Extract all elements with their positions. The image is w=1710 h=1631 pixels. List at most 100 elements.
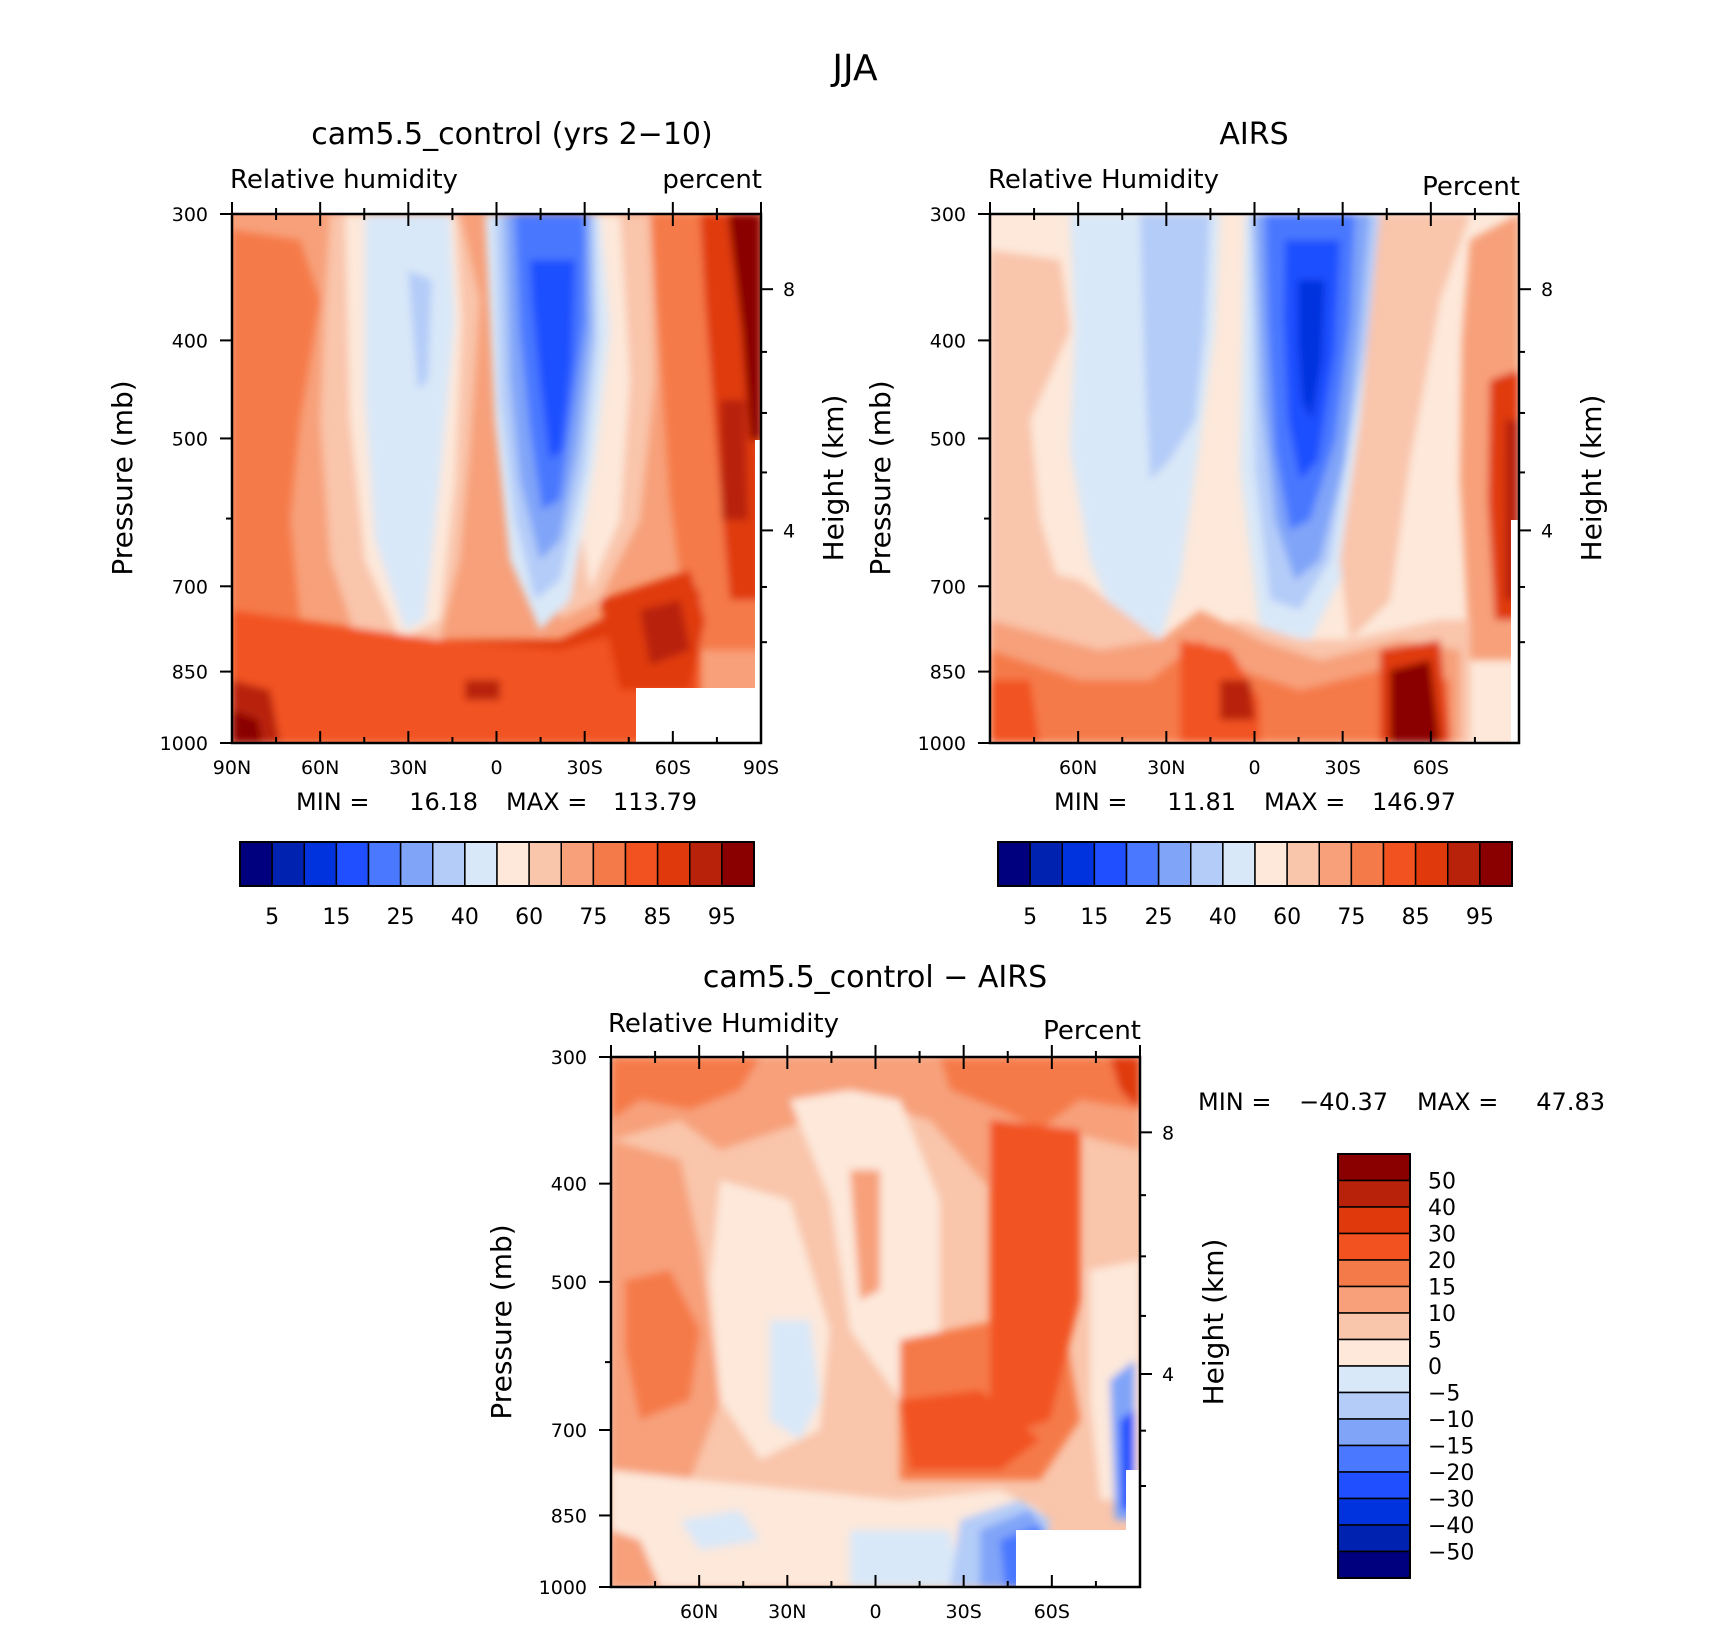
colorbar-swatch (1337, 1285, 1411, 1314)
panel-a-max-label: MAX = (506, 788, 587, 816)
colorbar-label: −15 (1428, 1435, 1474, 1460)
colorbar-swatch (1479, 841, 1513, 887)
colorbar-swatch (1125, 841, 1160, 887)
colorbar-frame (997, 841, 1513, 887)
panel-c-region-wet-west (625, 1270, 700, 1420)
panel-c-ylabel: Pressure (mb) (485, 1224, 518, 1419)
y-tick-label: 300 (551, 1047, 587, 1069)
panel-c-title: cam5.5_control − AIRS (703, 960, 1047, 995)
colorbar-swatch (496, 841, 530, 887)
panel-c-min-value: −40.37 (1299, 1088, 1388, 1116)
panel-b-min-value: 11.81 (1167, 788, 1236, 816)
panel-a-region-max-right (728, 214, 761, 440)
panel-c-missing-data-strip (1126, 1470, 1140, 1540)
panel-c-missing-data (1016, 1530, 1140, 1587)
y2-tick-label: 8 (1541, 279, 1553, 301)
panel-c-left-label: Relative Humidity (608, 1009, 839, 1039)
x-tick-label: 0 (869, 1601, 881, 1623)
colorbar-swatch (997, 841, 1031, 887)
colorbar-swatch (1337, 1418, 1411, 1447)
x-tick-label: 60N (301, 757, 339, 779)
colorbar-swatch (1337, 1497, 1411, 1526)
panel-a-axes: 90N 60N 30N 0 30S 60S 90S 300 400 500 700 850 1000 8 4 (160, 202, 795, 779)
panel-c-max-value: 47.83 (1536, 1088, 1605, 1116)
colorbar-swatch (1157, 841, 1192, 887)
colorbar-swatch (656, 841, 691, 887)
panel-a-missing-data (636, 688, 761, 743)
colorbar-swatch (1337, 1444, 1411, 1473)
y-tick-label: 400 (930, 330, 966, 352)
y-tick-label: 700 (551, 1420, 587, 1442)
panel-b-region-drier-nh (1140, 214, 1210, 480)
colorbar-label: 25 (1145, 905, 1173, 930)
colorbar-label: 10 (1428, 1302, 1456, 1327)
panel-b-region-wet-eq-core (1220, 680, 1255, 720)
y-tick-label: 1000 (539, 1577, 587, 1599)
colorbar-label: −30 (1428, 1488, 1474, 1513)
panel-difference: cam5.5_control − AIRS Relative Humidity … (485, 960, 1605, 1623)
x-tick-label: 90N (213, 757, 251, 779)
colorbar-swatch (1382, 841, 1417, 887)
panel-b-ylabel: Pressure (mb) (864, 380, 897, 575)
colorbar-swatch (1337, 1338, 1411, 1367)
colorbar-swatch (624, 841, 659, 887)
panel-c-max-label: MAX = (1417, 1088, 1498, 1116)
colorbar-label: 50 (1428, 1170, 1456, 1195)
panel-a-region-drier-north (408, 270, 432, 390)
colorbar-label: 40 (1428, 1196, 1456, 1221)
y-tick-label: 1000 (160, 733, 208, 755)
y2-tick-label: 4 (783, 520, 795, 542)
colorbar-swatch (464, 841, 498, 887)
colorbar-swatch (1350, 841, 1385, 887)
panel-c-region-neg-sfc (680, 1510, 760, 1550)
colorbar-label: −20 (1428, 1461, 1474, 1486)
x-tick-label: 30S (1325, 757, 1361, 779)
panel-a-region-dark-right (720, 400, 748, 520)
panel-b-region-driest-sh (1298, 280, 1325, 420)
colorbar-swatch (1061, 841, 1096, 887)
colorbar-swatch (1286, 841, 1320, 887)
panel-b-min-label: MIN = (1054, 788, 1127, 816)
colorbar-label: 95 (1466, 905, 1494, 930)
colorbar-swatch (1190, 841, 1224, 887)
colorbar-swatch (1337, 1206, 1411, 1235)
colorbar-label: 5 (1428, 1329, 1442, 1354)
panel-a-min-label: MIN = (296, 788, 369, 816)
panel-b-contour-field (990, 214, 1519, 743)
colorbar-label: 0 (1428, 1355, 1442, 1380)
colorbar-label: −40 (1428, 1514, 1474, 1539)
x-tick-label: 0 (1248, 757, 1260, 779)
panel-b-region-light-south (1340, 214, 1470, 640)
x-tick-label: 60N (1059, 757, 1097, 779)
colorbar-swatch (1337, 1524, 1411, 1553)
y-tick-label: 1000 (918, 733, 966, 755)
panel-a-region-driest-south (530, 260, 575, 460)
panel-c-right-label: Percent (1043, 1016, 1141, 1046)
colorbar-swatch (1337, 1232, 1411, 1261)
panel-a-missing-data-strip (755, 440, 761, 690)
y-tick-label: 400 (172, 330, 208, 352)
colorbar-swatch (303, 841, 338, 887)
panel-cam-control: cam5.5_control (yrs 2−10) Relative humid… (106, 117, 850, 930)
colorbar-swatch (1337, 1365, 1411, 1394)
panel-b-right-label: Percent (1422, 172, 1520, 202)
y2-tick-label: 4 (1541, 520, 1553, 542)
panel-c-contour-field (611, 1057, 1140, 1587)
x-tick-label: 90S (743, 757, 779, 779)
panel-a-contour-field (232, 214, 761, 743)
panel-c-region-neg-eq (850, 1530, 960, 1587)
colorbar-swatch (560, 841, 595, 887)
colorbar-label: 15 (1428, 1276, 1456, 1301)
panel-b-region-max-sfc (1390, 660, 1440, 743)
panel-c-y2label: Height (km) (1197, 1239, 1230, 1406)
colorbar-swatch (1337, 1259, 1411, 1288)
panel-b-max-label: MAX = (1264, 788, 1345, 816)
panel-a-title: cam5.5_control (yrs 2−10) (311, 117, 712, 152)
panel-b-missing-data-strip (1511, 520, 1519, 743)
colorbar-label: −5 (1428, 1382, 1460, 1407)
colorbar-frame (1337, 1153, 1411, 1579)
y-tick-label: 850 (551, 1505, 587, 1527)
panel-a-y2label: Height (km) (817, 395, 850, 562)
panel-a-region-eq-core (465, 680, 500, 700)
